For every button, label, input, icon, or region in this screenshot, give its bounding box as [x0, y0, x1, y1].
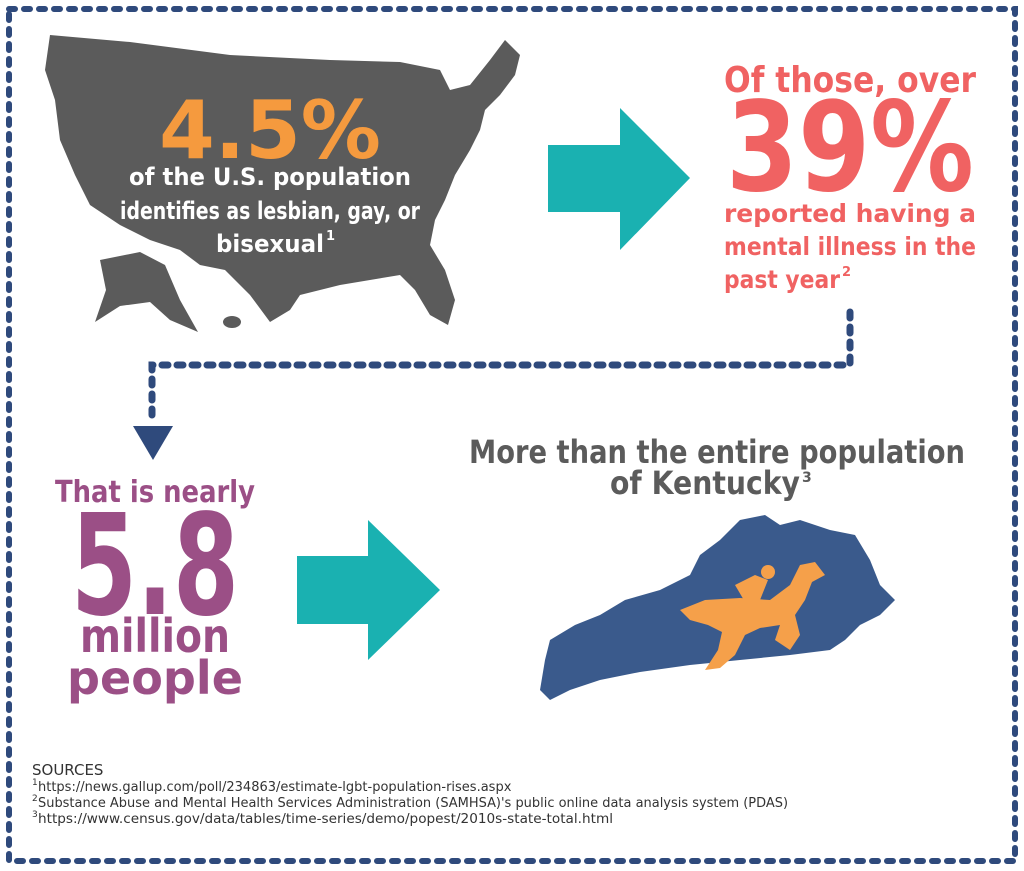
people-number: 5.8 [71, 485, 239, 648]
us-line: of the U.S. population [129, 163, 411, 191]
alaska-map [95, 252, 198, 332]
us-percent: 4.5% [159, 84, 381, 177]
arrow [297, 520, 440, 660]
mh-line: past year [724, 265, 841, 294]
dotted-border [6, 6, 1018, 864]
source-text: https://news.gallup.com/poll/234863/esti… [38, 780, 512, 795]
mh-lead: Of those, over [724, 60, 976, 101]
people-line: people [67, 651, 243, 705]
source-marker: 3 [32, 810, 38, 820]
arrow [548, 108, 690, 250]
source-marker: 1 [32, 778, 38, 788]
mh-line: reported having a [724, 199, 976, 228]
source-text: https://www.census.gov/data/tables/time-… [38, 812, 613, 827]
connector-arrowhead [133, 426, 173, 460]
people-line: million [80, 609, 230, 663]
kentucky-line: of Kentucky [610, 464, 800, 502]
us-map [45, 35, 520, 325]
people-lead: That is nearly [55, 475, 255, 510]
source-text: Substance Abuse and Mental Health Servic… [38, 796, 788, 811]
mh-line: mental illness in the [724, 232, 976, 261]
footnote-marker: 1 [326, 229, 335, 244]
connector [148, 308, 854, 424]
horse-icon [680, 562, 825, 670]
kentucky-line: More than the entire population [469, 433, 965, 471]
us-line: identifies as lesbian, gay, or [120, 197, 420, 225]
footnote-marker: 3 [802, 470, 812, 486]
source-marker: 2 [32, 794, 38, 804]
footnote-marker: 2 [842, 265, 851, 280]
hawaii-map [223, 316, 241, 328]
us-line: bisexual [216, 230, 324, 258]
sources-heading: SOURCES [32, 761, 103, 779]
mh-percent: 39% [726, 76, 974, 220]
